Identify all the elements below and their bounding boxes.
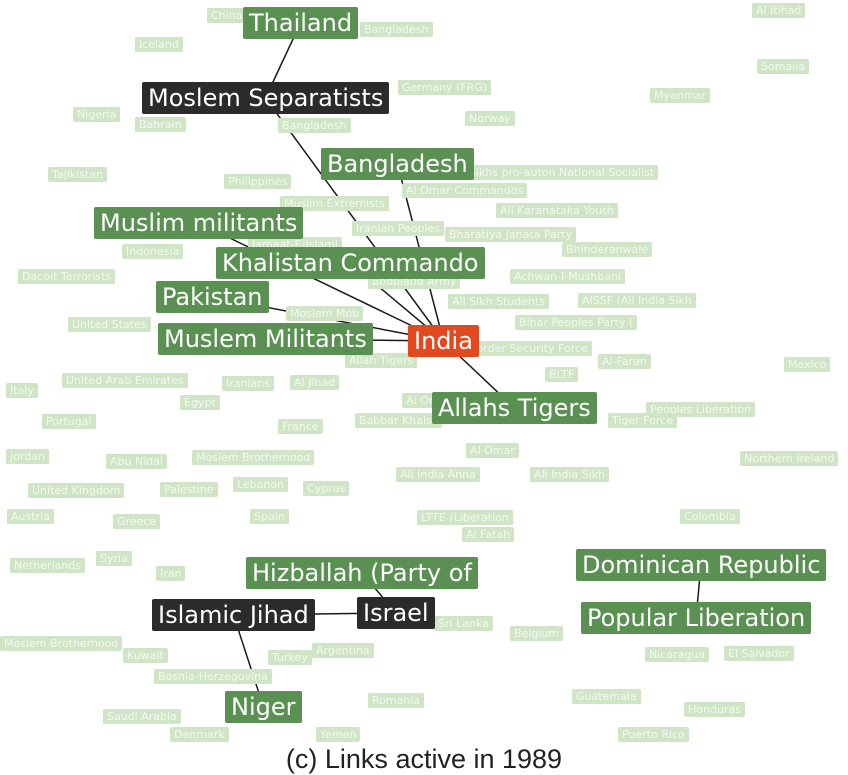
node-inactive-france[interactable]: France xyxy=(278,419,323,434)
node-inactive-babbar-khalsa[interactable]: Babbar Khalsa xyxy=(355,413,443,428)
node-inactive-norway[interactable]: Norway xyxy=(465,111,515,126)
node-inactive-indonesia[interactable]: Indonesia xyxy=(122,244,184,259)
node-khalistan-commando[interactable]: Khalistan Commando xyxy=(216,247,485,279)
node-inactive-achwan-i-mushbani[interactable]: Achwan-I-Mushbani xyxy=(510,269,626,284)
node-inactive-somalia[interactable]: Somalia xyxy=(757,59,810,74)
node-inactive-dacoit-terrorists[interactable]: Dacoit Terrorists xyxy=(18,269,116,284)
node-inactive-bihar-peoples-party[interactable]: Bihar Peoples Party ( xyxy=(515,315,638,330)
node-allahs-tigers[interactable]: Allahs Tigers xyxy=(432,392,597,424)
node-inactive-moslem-brotherhood[interactable]: Moslem Brotherhood xyxy=(192,450,315,465)
node-inactive-bosnia-herzegovina[interactable]: Bosnia-Herzegovina xyxy=(154,669,272,684)
node-inactive-iran[interactable]: Iran xyxy=(156,566,186,581)
node-inactive-united-kingdom[interactable]: United Kingdom xyxy=(28,483,125,498)
node-inactive-austria[interactable]: Austria xyxy=(7,509,54,524)
node-inactive-el-salvador[interactable]: El Salvador xyxy=(724,646,794,661)
node-inactive-nicaragua[interactable]: Nicaragua xyxy=(645,647,710,662)
node-inactive-saudi-arabia[interactable]: Saudi Arabia xyxy=(103,709,181,724)
node-inactive-romania[interactable]: Romania xyxy=(368,693,425,708)
node-inactive-belgium[interactable]: Belgium xyxy=(510,626,564,641)
node-inactive-sri-lanka[interactable]: Sri Lanka xyxy=(434,616,493,631)
node-islamic-jihad[interactable]: Islamic Jihad xyxy=(152,599,315,631)
node-inactive-italy[interactable]: Italy xyxy=(6,383,38,398)
node-muslem-militants[interactable]: Muslem Militants xyxy=(158,323,373,355)
node-inactive-bangladesh[interactable]: Bangladesh xyxy=(278,118,351,133)
node-inactive-china[interactable]: China xyxy=(207,8,247,23)
figure-caption: (c) Links active in 1989 xyxy=(285,744,563,774)
node-inactive-germany-frg[interactable]: Germany (FRG) xyxy=(398,80,492,95)
node-inactive-colombia[interactable]: Colombia xyxy=(680,509,740,524)
node-inactive-puerto-rico[interactable]: Puerto Rico xyxy=(618,727,689,742)
node-india[interactable]: India xyxy=(408,325,479,357)
node-inactive-denmark[interactable]: Denmark xyxy=(170,727,229,742)
node-inactive-al-fatah[interactable]: Al Fatah xyxy=(462,527,515,542)
node-inactive-cyprus[interactable]: Cyprus xyxy=(303,481,350,496)
node-inactive-abu-nidal[interactable]: Abu Nidal xyxy=(106,454,168,469)
link-muslim_mil-to-india xyxy=(198,222,444,342)
node-inactive-national-socialist[interactable]: National Socialist xyxy=(555,165,659,180)
node-inactive-all-india-anna[interactable]: All India Anna xyxy=(396,467,480,482)
node-inactive-mexico[interactable]: Mexico xyxy=(784,357,831,372)
node-inactive-moslem-mob[interactable]: Moslem Mob xyxy=(286,306,364,321)
node-inactive-iranian-peoples[interactable]: Iranian Peoples xyxy=(352,221,445,236)
node-inactive-tiger-force[interactable]: Tiger Force xyxy=(608,413,677,428)
node-inactive-muslim-extremists[interactable]: Muslim Extremists xyxy=(280,196,389,211)
node-inactive-netherlands[interactable]: Netherlands xyxy=(10,558,86,573)
node-inactive-bharatiya-janata-party[interactable]: Bharatiya Janata Party xyxy=(445,227,577,242)
node-inactive-ltte-liberation[interactable]: LTTE (Liberation xyxy=(417,510,513,525)
node-inactive-guatemala[interactable]: Guatemala xyxy=(572,689,641,704)
node-inactive-aissf-all-india-sikh[interactable]: AISSF (All India Sikh xyxy=(578,293,696,308)
link-moslem_sep-to-india xyxy=(264,97,445,342)
node-niger[interactable]: Niger xyxy=(225,691,302,723)
node-inactive-iranians[interactable]: Iranians xyxy=(222,376,274,391)
node-moslem-separatists[interactable]: Moslem Separatists xyxy=(142,82,390,114)
node-inactive-philippines[interactable]: Philippines xyxy=(224,174,292,189)
node-inactive-united-states[interactable]: United States xyxy=(68,317,151,332)
node-inactive-al-omar-commandos[interactable]: Al Omar Commandos xyxy=(402,183,528,198)
node-inactive-bangladesh[interactable]: Bangladesh xyxy=(360,22,433,37)
node-inactive-bltf[interactable]: BLTF xyxy=(545,367,579,382)
node-inactive-united-arab-emirates[interactable]: United Arab Emirates xyxy=(62,373,188,388)
node-inactive-al-jihad[interactable]: Al Jihad xyxy=(290,375,340,390)
node-inactive-sikhs-pro-autonomy[interactable]: Sikhs pro-autonomy xyxy=(465,165,584,180)
node-inactive-egypt[interactable]: Egypt xyxy=(180,395,220,410)
node-inactive-yemen[interactable]: Yemen xyxy=(316,727,361,742)
node-inactive-tajikistan[interactable]: Tajikistan xyxy=(48,167,107,182)
node-inactive-greece[interactable]: Greece xyxy=(113,514,161,529)
node-inactive-argentina[interactable]: Argentina xyxy=(312,643,374,658)
node-inactive-all-sikh-students[interactable]: All Sikh Students xyxy=(448,294,550,309)
node-muslim-militants[interactable]: Muslim militants xyxy=(94,207,304,239)
network-diagram: China Bangladesh Al Itihad Iceland Somalia Ge… xyxy=(0,3,839,742)
node-inactive-al-itihad[interactable]: Al Itihad xyxy=(752,3,806,18)
node-popular-liberation[interactable]: Popular Liberation xyxy=(581,602,812,634)
node-inactive-allah-tigers[interactable]: Allah Tigers xyxy=(345,353,418,368)
node-inactive-turkey[interactable]: Turkey xyxy=(268,650,312,665)
node-inactive-syria[interactable]: Syria xyxy=(96,551,132,566)
node-inactive-border-security-force[interactable]: Border Security Force xyxy=(465,341,592,356)
node-inactive-bahrain[interactable]: Bahrain xyxy=(135,117,186,132)
node-inactive-al-omar[interactable]: Al Omar xyxy=(466,443,519,458)
node-inactive-kuwait[interactable]: Kuwait xyxy=(123,648,168,663)
node-inactive-honduras[interactable]: Honduras xyxy=(684,702,745,717)
node-israel[interactable]: Israel xyxy=(357,597,435,629)
node-inactive-iceland[interactable]: Iceland xyxy=(135,37,183,52)
node-inactive-all-india-sikh[interactable]: All India Sikh xyxy=(530,467,610,482)
node-inactive-myanmar[interactable]: Myanmar xyxy=(650,88,710,103)
node-thailand[interactable]: Thailand xyxy=(243,7,359,39)
node-pakistan[interactable]: Pakistan xyxy=(156,281,269,313)
node-inactive-portugal[interactable]: Portugal xyxy=(42,414,96,429)
node-inactive-lebanon[interactable]: Lebanon xyxy=(233,477,289,492)
node-inactive-jordan[interactable]: Jordan xyxy=(6,449,49,464)
node-bangladesh[interactable]: Bangladesh xyxy=(321,148,474,180)
node-inactive-spain[interactable]: Spain xyxy=(250,509,289,524)
node-dominican-republic[interactable]: Dominican Republic xyxy=(576,549,827,581)
node-inactive-palestine[interactable]: Palestine xyxy=(160,482,218,497)
node-inactive-all-karanataka-youth[interactable]: All Karanataka Youth xyxy=(496,203,618,218)
node-inactive-nigeria[interactable]: Nigeria xyxy=(73,107,121,122)
node-inactive-bhinderanwale[interactable]: Bhinderanwale xyxy=(562,242,653,257)
node-inactive-al-faran[interactable]: Al-Faran xyxy=(598,354,651,369)
node-hizballah-party-of[interactable]: Hizballah (Party of xyxy=(246,557,478,589)
node-inactive-moslem-brotherhood[interactable]: Moslem Brotherhood xyxy=(0,636,123,651)
node-inactive-northern-ireland[interactable]: Northern Ireland xyxy=(740,451,839,466)
